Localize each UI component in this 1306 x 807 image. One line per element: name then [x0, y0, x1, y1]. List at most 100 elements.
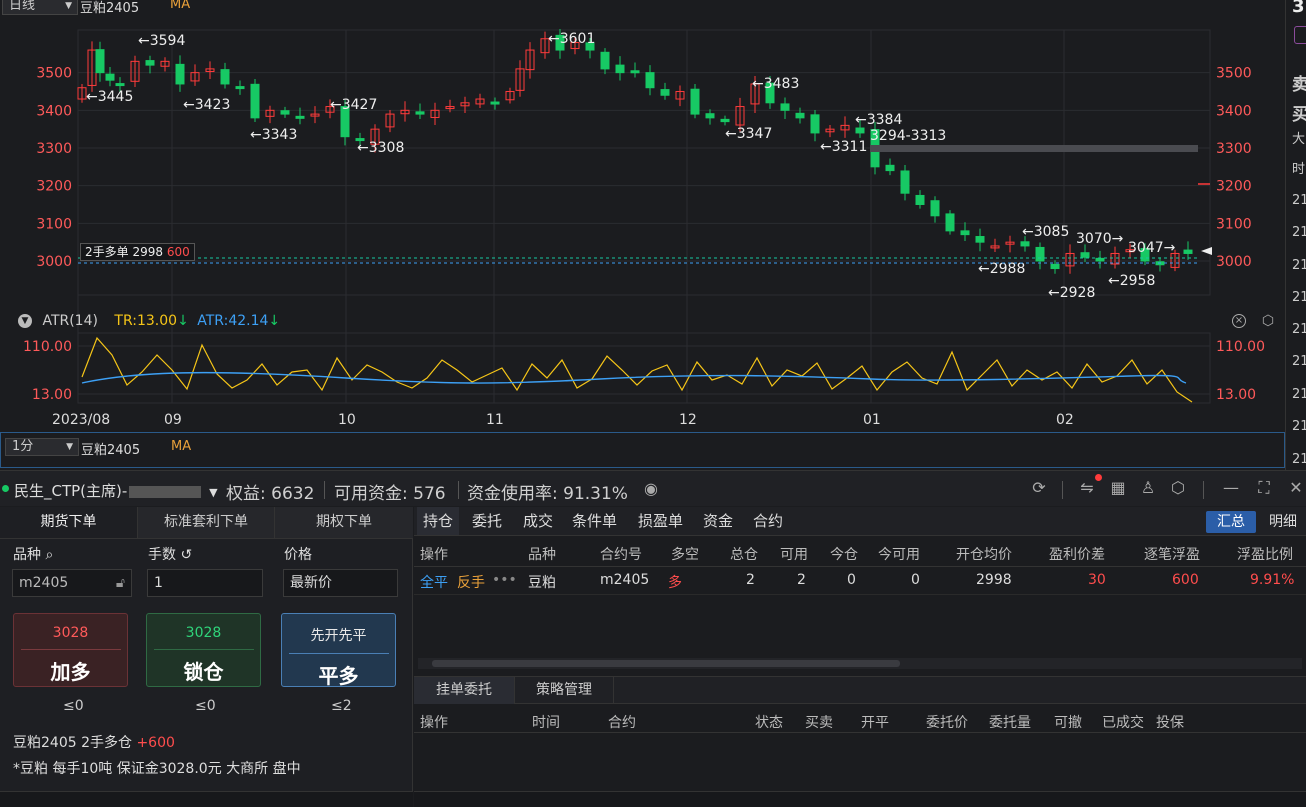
reset-icon[interactable]: ↺ [180, 547, 193, 563]
price-annotation: 3070→ [1076, 231, 1124, 247]
qty-input[interactable]: 1 [147, 569, 263, 597]
ma-indicator[interactable]: MA [170, 0, 191, 12]
tab-conditional[interactable]: 条件单 [572, 512, 618, 530]
candle-body [720, 118, 730, 123]
candle-body [355, 138, 365, 142]
y-tick-left: 3100 [36, 216, 72, 232]
position-label[interactable]: 2手多单 2998 600 [80, 243, 195, 261]
col-filled: 已成交 [1102, 715, 1144, 731]
settings-icon[interactable]: ⬡ [1171, 478, 1185, 497]
price-annotation: ←3483 [752, 76, 799, 92]
maximize-icon[interactable]: ⛶ [1258, 478, 1270, 497]
scrollbar-thumb[interactable] [432, 660, 900, 667]
candle-body [930, 200, 940, 217]
detail-button[interactable]: 明细 [1269, 514, 1297, 530]
atr-tick-right: 110.00 [1216, 339, 1265, 355]
candle-body [415, 111, 425, 115]
candle-body [570, 42, 580, 50]
close-long-limit: ≤2 [331, 698, 352, 714]
minute-period-value: 1分 [12, 439, 34, 454]
price-annotation: ←2988 [978, 261, 1025, 277]
search-icon[interactable]: ⌕ [45, 547, 54, 563]
switch-icon[interactable]: ⇋ [1080, 478, 1094, 497]
qty-label: 手数 ↺ [148, 544, 192, 564]
tab-pending-orders[interactable]: 挂单委托 [414, 677, 514, 704]
kline-chart[interactable]: 3500 3500 3400 3400 3300 3300 3200 3200 3100 3100… [0, 0, 1285, 430]
cell-today: 0 [847, 572, 856, 588]
col-float-pnl: 逐笔浮盈 [1144, 547, 1200, 563]
minimize-icon[interactable]: — [1223, 478, 1239, 497]
lock-limit: ≤0 [195, 698, 216, 714]
candle-body [585, 42, 595, 51]
candle-body [400, 109, 410, 115]
candle-body [295, 115, 305, 119]
lock-icon[interactable]: 🔓︎ [115, 575, 125, 591]
refresh-icon[interactable]: ⟳ [1032, 478, 1046, 497]
close-icon[interactable]: ✕ [1289, 478, 1303, 497]
close-all-link[interactable]: 全平 [420, 575, 448, 591]
divider [20, 649, 121, 650]
candle-body [825, 128, 835, 133]
chart-symbol: 豆粕2405 [80, 1, 140, 16]
close-long-button[interactable]: 先开先平 平多 [281, 613, 396, 688]
candle-body [385, 113, 395, 128]
chevron-down-icon[interactable]: ▼ [209, 486, 218, 499]
price-input[interactable]: 最新价 [283, 569, 398, 597]
minute-ma[interactable]: MA [171, 439, 192, 454]
tab-trades[interactable]: 成交 [523, 512, 554, 530]
summary-button[interactable]: 汇总 [1206, 511, 1256, 533]
y-tick-right: 3200 [1216, 179, 1252, 195]
eye-icon[interactable]: ◉ [644, 479, 658, 498]
candle-body [960, 230, 970, 236]
cell-variety: 豆粕 [528, 575, 556, 591]
tab-strategy[interactable]: 策略管理 [514, 677, 614, 704]
col-available: 可用 [780, 547, 808, 563]
candle-body [175, 63, 185, 85]
candle-body [990, 245, 1000, 249]
tab-funds[interactable]: 资金 [703, 512, 734, 530]
minute-period-select[interactable]: 1分 ▼ [5, 438, 79, 456]
add-long-button[interactable]: 3028 加多 [13, 613, 128, 687]
masked-account [129, 485, 202, 498]
strip-row: 21 [1292, 419, 1306, 434]
col-buy-sell: 买卖 [805, 715, 833, 731]
candle-body [1125, 249, 1135, 253]
collapse-icon[interactable]: ▼ [18, 314, 32, 328]
candle-body [855, 127, 865, 134]
account-name[interactable]: 民生_CTP(主席)- ▼ [14, 480, 218, 501]
tab-arbitrage-order[interactable]: 标准套利下单 [137, 507, 274, 539]
tab-contracts[interactable]: 合约 [753, 512, 784, 530]
y-tick-right: 3000 [1216, 254, 1252, 270]
more-icon[interactable]: ••• [492, 572, 517, 588]
table-row[interactable] [414, 567, 1306, 595]
candle-body [1020, 241, 1030, 247]
horizontal-scrollbar[interactable] [418, 658, 1302, 669]
price-annotation: ←3347 [725, 126, 772, 142]
settings-icon[interactable]: ⬡ [1261, 313, 1275, 329]
col-contract: 合约号 [600, 547, 642, 563]
candle-body [145, 60, 155, 66]
reverse-link[interactable]: 反手 [457, 575, 485, 591]
tab-futures-order[interactable]: 期货下单 [0, 507, 137, 539]
user-list-icon[interactable]: ♙ [1140, 478, 1156, 497]
price-annotation: ←3311 [820, 139, 867, 155]
tab-orders[interactable]: 委托 [472, 512, 503, 530]
contract-info: *豆粕 每手10吨 保证金3028.0元 大商所 盘中 [13, 761, 301, 777]
tab-positions[interactable]: 持仓 [417, 507, 460, 535]
status-dot [2, 485, 9, 492]
lock-position-button[interactable]: 3028 锁仓 [146, 613, 261, 687]
minute-chart[interactable]: 1分 ▼ 豆粕2405 MA [0, 432, 1285, 468]
col-order-price: 委托价 [926, 715, 968, 731]
tab-options-order[interactable]: 期权下单 [274, 507, 413, 539]
variety-input[interactable]: m2405 🔓︎ [12, 569, 132, 597]
calculator-icon[interactable]: ▦ [1110, 478, 1126, 497]
kline-svg: 3500 3500 3400 3400 3300 3300 3200 3200 3100 3100… [23, 28, 1265, 428]
tag-icon[interactable] [1294, 26, 1306, 44]
period-select[interactable]: 日线 ▼ [2, 0, 78, 15]
close-icon[interactable]: × [1232, 314, 1246, 328]
positions-header [414, 539, 1306, 567]
strip-time: 时 [1292, 162, 1306, 177]
price-annotation: ←3308 [357, 140, 404, 156]
tab-stop-profit[interactable]: 损盈单 [638, 512, 684, 530]
price-annotation: ←3085 [1022, 224, 1069, 240]
